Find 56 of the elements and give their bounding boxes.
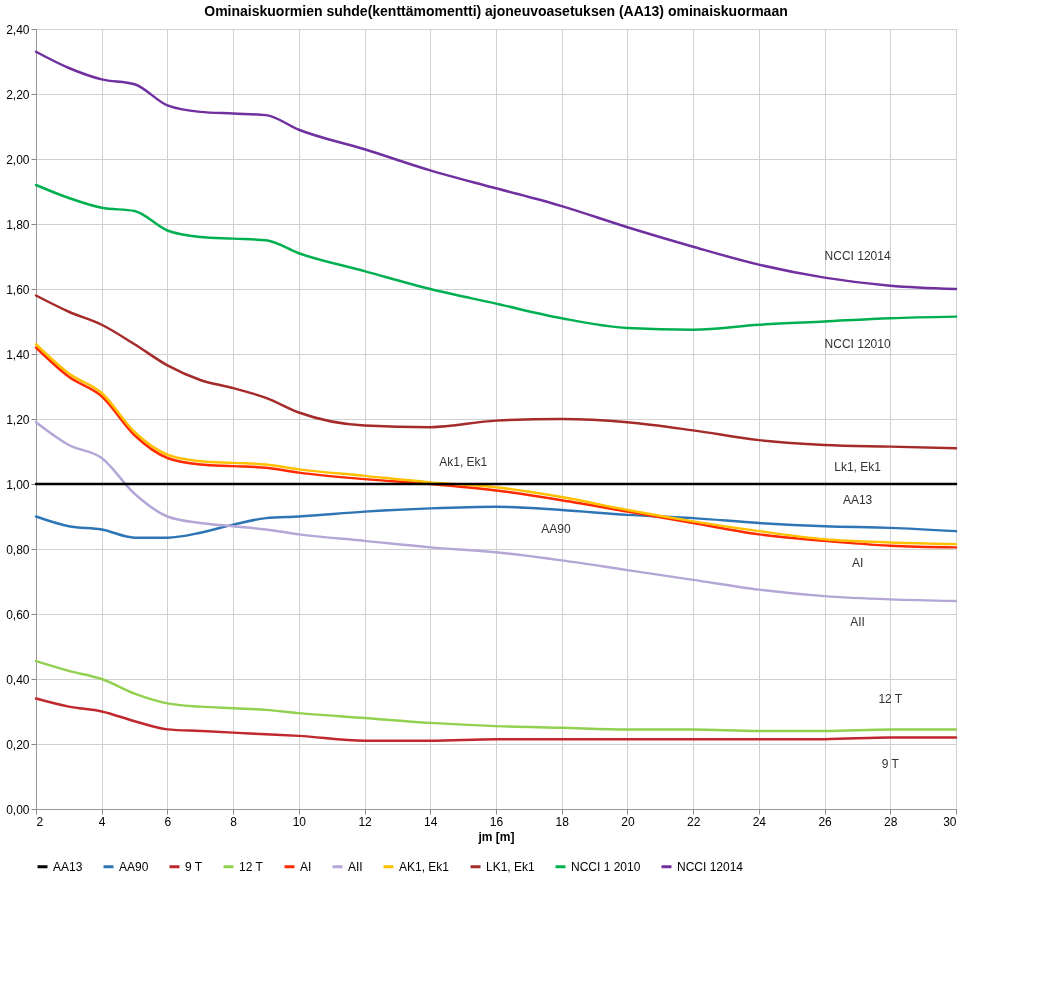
legend-label: AA90 [119, 859, 149, 874]
annotation: Lk1, Ek1 [834, 460, 882, 474]
annotation: NCCI 12010 [824, 336, 891, 351]
line-series [34, 659, 958, 733]
legend-label: AK1, Ek1 [399, 859, 450, 874]
annotation: Ak1, Ek1 [439, 455, 488, 470]
legend-label: AI [300, 859, 312, 874]
y-tick-label: 2,40 [6, 22, 30, 37]
annotation: AA13 [842, 493, 873, 507]
y-tick-label: 1,40 [6, 347, 30, 362]
line-series [34, 421, 958, 603]
legend-label: NCCI 12014 [677, 859, 744, 874]
y-tick-label: 0,40 [6, 672, 30, 687]
y-tick-label: 2,20 [6, 87, 30, 102]
legend-label: AII [348, 859, 363, 874]
annotation: AA90 [541, 521, 571, 536]
y-tick-label: 1,00 [6, 477, 30, 492]
chart-title: Ominaiskuormien suhde(kenttämomentti) ajoneuvoasetuksen (AA13) ominaiskuormaan [204, 3, 788, 19]
x-tick-label: 12 [358, 814, 373, 829]
annotation: NCCI 12014 [824, 248, 891, 263]
legend-label: 9 T [185, 859, 203, 874]
x-tick-label: 16 [489, 814, 504, 829]
y-tick-label: 0,20 [6, 737, 30, 752]
y-tick-label: 1,20 [6, 412, 30, 427]
x-tick-label: 30 [943, 814, 957, 829]
x-tick-label: 2 [36, 814, 44, 829]
y-tick-label: 0,60 [6, 607, 30, 622]
x-tick-label: 26 [818, 814, 833, 829]
annotation: 12 T [878, 692, 903, 707]
x-tick-label: 28 [884, 814, 898, 829]
annotation: AII [850, 615, 865, 630]
x-tick-label: 6 [164, 814, 172, 829]
x-tick-label: 22 [686, 814, 701, 829]
x-axis-title: jm [m] [477, 829, 515, 844]
annotation: 9 T [881, 756, 900, 771]
x-tick-label: 24 [752, 814, 767, 829]
legend-label: AA13 [53, 859, 83, 874]
line-series [34, 294, 958, 450]
line-series [34, 50, 958, 291]
line-series [34, 183, 958, 331]
y-tick-label: 1,80 [6, 217, 30, 232]
x-tick-label: 8 [230, 814, 238, 829]
y-tick-label: 0,00 [6, 802, 30, 817]
y-tick-label: 1,60 [6, 282, 30, 297]
legend-label: 12 T [239, 859, 264, 874]
line-series [34, 505, 958, 539]
x-tick-label: 20 [621, 814, 635, 829]
legend-label: NCCI 1 2010 [571, 859, 641, 874]
annotation: AI [851, 555, 864, 570]
x-tick-label: 10 [292, 814, 307, 829]
y-tick-label: 0,80 [6, 542, 30, 557]
x-tick-label: 14 [424, 814, 438, 829]
y-tick-label: 2,00 [6, 152, 30, 167]
legend-label: LK1, Ek1 [486, 859, 536, 874]
x-tick-label: 4 [98, 814, 106, 829]
x-tick-label: 18 [555, 814, 570, 829]
